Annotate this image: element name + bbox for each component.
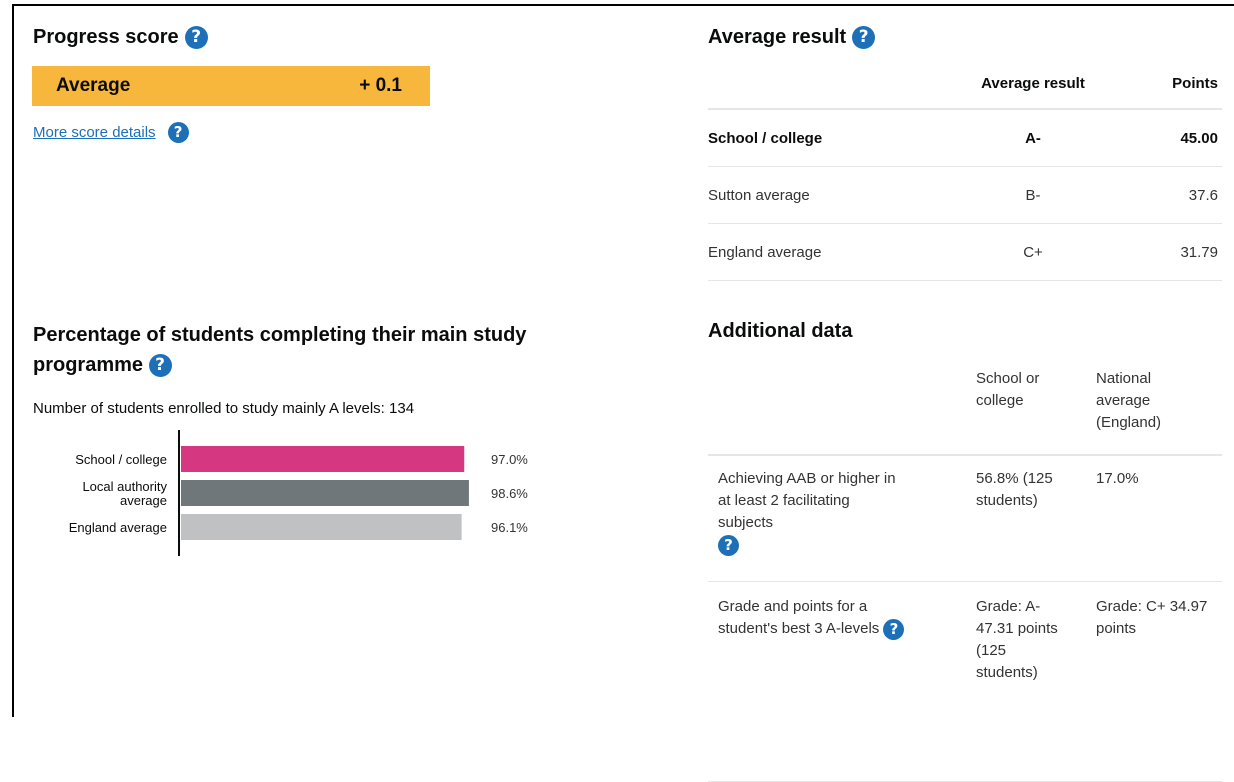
row-national-value: 17.0% xyxy=(1096,470,1139,487)
table-header-row: Average result Points xyxy=(708,58,1222,110)
table-header-cell: School or college xyxy=(976,368,1096,454)
average-result-table: Average result Points School / college A… xyxy=(708,58,1222,281)
value-label: 96.1% xyxy=(491,520,528,535)
progress-score-heading: Progress score ? xyxy=(33,26,208,49)
row-national-value: Grade: C+ 34.97 points xyxy=(1096,596,1222,781)
value-label: 98.6% xyxy=(491,486,528,501)
row-label-cell: Grade and points for a student's best 3 … xyxy=(708,596,976,781)
header-national: National average (England) xyxy=(1096,370,1162,431)
category-label: England average xyxy=(69,520,167,535)
school-value: 56.8% (125 students) xyxy=(976,470,1053,509)
help-icon[interactable]: ? xyxy=(852,26,876,49)
completion-bar-chart: School / college 97.0% Local authorityaver… xyxy=(69,430,528,556)
more-score-details-link[interactable]: More score details xyxy=(33,124,156,141)
table-header-cell: Points xyxy=(1172,74,1218,92)
row-grade: C+ xyxy=(1023,243,1043,261)
category-label: School / college xyxy=(75,452,167,467)
progress-score-label: Average xyxy=(56,75,131,96)
bar-0 xyxy=(181,446,465,472)
more-score-details: More score details ? xyxy=(33,122,189,143)
help-icon[interactable]: ? xyxy=(167,122,189,143)
page-frame xyxy=(12,4,1234,717)
bar-1 xyxy=(181,480,469,506)
completion-heading: Percentage of students completing their … xyxy=(33,320,553,380)
additional-data-table: School or college National average (Engl… xyxy=(708,368,1222,782)
row-label-wrap: Grade and points for a student's best 3 … xyxy=(718,596,908,640)
row-name: England average xyxy=(708,243,822,261)
header-school: School or college xyxy=(976,370,1040,409)
category-label: average xyxy=(120,493,167,508)
table-row: Grade and points for a student's best 3 … xyxy=(708,582,1222,782)
table-header-cell: National average (England) xyxy=(1096,368,1222,454)
row-grade: A- xyxy=(1025,129,1041,147)
row-name: Sutton average xyxy=(708,186,810,204)
table-row: Achieving AAB or higher in at least 2 fa… xyxy=(708,456,1222,582)
progress-score-value: + 0.1 xyxy=(359,75,402,96)
row-label: Grade and points for a student's best 3 … xyxy=(718,598,880,637)
bar-2 xyxy=(181,514,462,540)
row-label: Achieving AAB or higher in at least 2 fa… xyxy=(718,470,896,531)
table-header-row: School or college National average (Engl… xyxy=(708,368,1222,456)
table-row: School / college A- 45.00 xyxy=(708,110,1222,167)
row-grade: B- xyxy=(1025,186,1041,204)
progress-score-bar: Average + 0.1 xyxy=(32,66,430,106)
table-row: England average C+ 31.79 xyxy=(708,224,1222,281)
row-label-cell: Achieving AAB or higher in at least 2 fa… xyxy=(708,468,976,581)
national-value: Grade: C+ 34.97 points xyxy=(1096,598,1208,637)
row-name: School / college xyxy=(708,129,823,147)
help-icon[interactable]: ? xyxy=(184,26,208,49)
table-row: Sutton average B- 37.6 xyxy=(708,167,1222,224)
row-points: 31.79 xyxy=(1180,243,1218,261)
row-points: 37.6 xyxy=(1188,186,1218,204)
row-school-value: 56.8% (125 students) xyxy=(976,468,1096,581)
help-icon[interactable]: ? xyxy=(718,534,739,556)
value-label: 97.0% xyxy=(491,452,528,467)
school-value: Grade: A- 47.31 points (125 students) xyxy=(976,598,1058,681)
additional-data-title: Additional data xyxy=(708,320,853,342)
category-label: Local authority xyxy=(82,479,167,494)
table-header-cell: Average result xyxy=(981,74,1085,92)
help-icon[interactable]: ? xyxy=(883,618,905,640)
enrolled-count-text: Number of students enrolled to study mai… xyxy=(33,400,415,417)
row-points: 45.00 xyxy=(1180,129,1218,147)
help-icon[interactable]: ? xyxy=(148,354,172,378)
completion-title: Percentage of students completing their … xyxy=(33,324,527,376)
progress-score-title: Progress score xyxy=(33,26,179,48)
row-school-value: Grade: A- 47.31 points (125 students) xyxy=(976,596,1096,781)
table-header-cell xyxy=(708,368,976,454)
average-result-heading: Average result ? xyxy=(708,26,876,49)
average-result-title: Average result xyxy=(708,26,847,48)
